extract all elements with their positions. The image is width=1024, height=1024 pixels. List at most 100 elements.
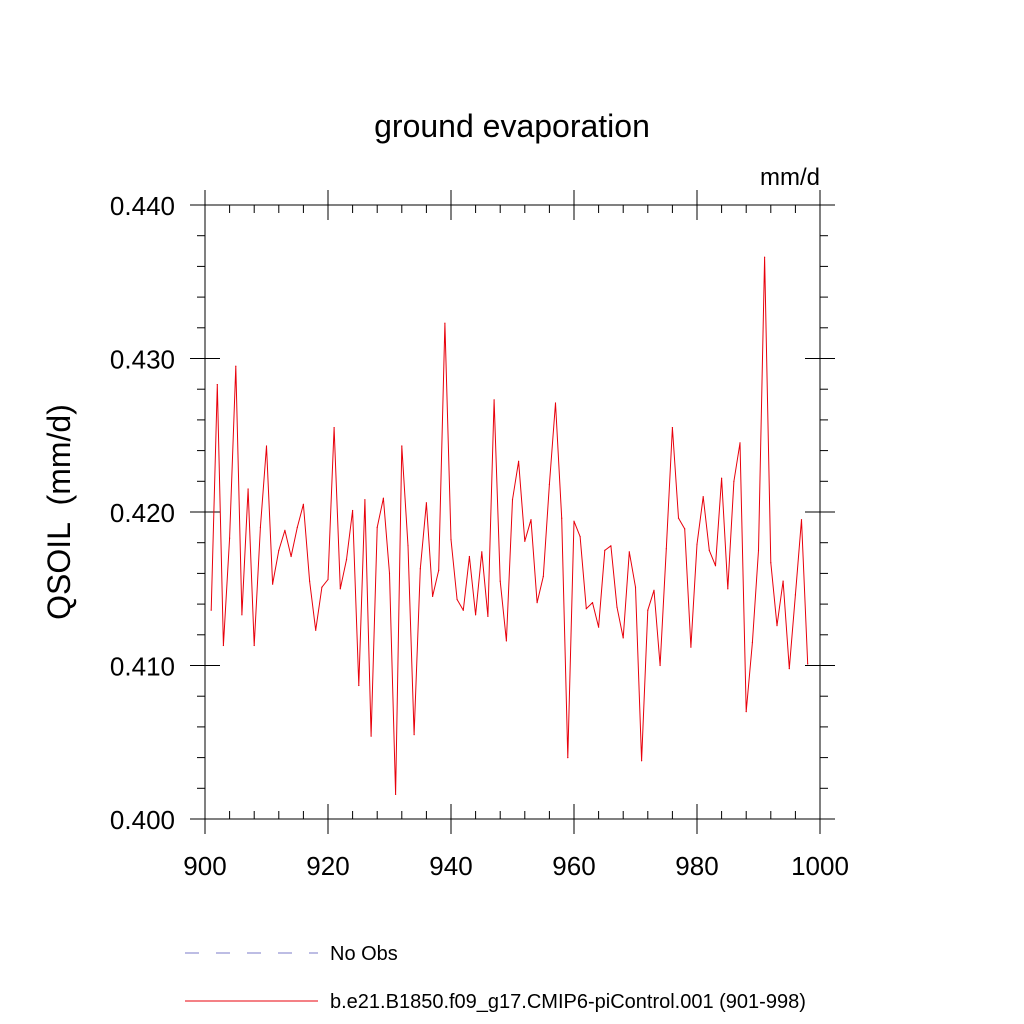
data-point (653, 589, 655, 591)
data-point (401, 445, 403, 447)
data-point (370, 735, 372, 737)
data-point (315, 629, 317, 631)
data-point (345, 559, 348, 561)
data-point (456, 598, 458, 601)
data-point (272, 583, 274, 585)
data-point (462, 609, 464, 611)
data-point (468, 555, 470, 558)
data-point (573, 520, 575, 522)
plot-area-border (204, 204, 821, 820)
data-point (776, 625, 778, 627)
data-point (505, 640, 507, 642)
data-point (487, 615, 489, 618)
y-tick-label: 0.420 (110, 498, 175, 528)
data-point (745, 711, 747, 713)
x-tick-label: 980 (675, 851, 718, 881)
data-point (499, 580, 501, 582)
y-tick-label: 0.400 (110, 805, 175, 835)
x-tick-label: 960 (552, 851, 595, 881)
legend-label-control-run: b.e21.B1850.f09_g17.CMIP6-piControl.001 … (330, 991, 806, 1013)
data-point (309, 580, 311, 582)
data-point (524, 540, 526, 542)
data-point (671, 427, 674, 429)
x-tick-label: 940 (429, 851, 472, 881)
data-point (641, 760, 643, 762)
data-point (757, 549, 760, 552)
data-point (610, 545, 612, 547)
data-point (210, 609, 212, 611)
data-point (542, 575, 544, 578)
data-point (764, 256, 766, 258)
data-point (794, 594, 797, 596)
data-point (413, 734, 415, 736)
data-point (259, 526, 261, 529)
legend: No Obs b.e21.B1850.f09_g17.CMIP6-piContr… (185, 943, 806, 1013)
data-point (358, 684, 360, 687)
data-point (634, 586, 637, 588)
data-point (604, 549, 606, 552)
data-point (327, 578, 329, 581)
data-point (708, 549, 710, 552)
data-point (548, 483, 551, 485)
data-point (395, 793, 397, 796)
data-point (721, 477, 723, 479)
units-label: mm/d (760, 164, 820, 191)
data-point (807, 663, 809, 665)
data-point (677, 517, 680, 519)
data-point (788, 668, 790, 670)
data-point (684, 528, 686, 530)
series-layer (210, 256, 809, 796)
data-point (518, 460, 520, 462)
y-tick-label: 0.440 (110, 191, 175, 221)
data-point (302, 503, 304, 505)
data-point (247, 488, 249, 490)
data-point (567, 757, 569, 759)
data-point (739, 442, 741, 444)
data-point (493, 399, 495, 401)
chart-title: ground evaporation (374, 108, 650, 144)
data-point (216, 384, 218, 386)
data-point (733, 480, 735, 482)
data-point (696, 543, 698, 545)
data-point (253, 644, 255, 647)
data-point (290, 555, 292, 558)
axis-tick-labels: 900 920 940 960 980 1000 0.400 0.410 0.420 0.430 0… (110, 191, 849, 881)
data-point (561, 517, 563, 519)
data-point (530, 519, 532, 521)
y-tick-label: 0.410 (110, 652, 175, 682)
y-axis-label: QSOIL (mm/d) (41, 404, 77, 620)
data-point (352, 509, 354, 512)
data-point (591, 602, 594, 604)
data-point (419, 568, 421, 570)
data-point (229, 537, 231, 539)
data-point (714, 565, 717, 567)
data-point (665, 548, 667, 550)
data-point (333, 427, 335, 429)
data-point (438, 569, 440, 571)
plot-frame (204, 204, 821, 820)
data-point (727, 588, 729, 590)
data-point (481, 551, 483, 553)
data-point (450, 539, 452, 541)
data-point (235, 365, 237, 367)
data-point (321, 586, 323, 588)
data-point (628, 551, 630, 553)
data-point (536, 602, 538, 604)
data-point (376, 526, 378, 529)
data-point (241, 614, 243, 616)
data-point (598, 626, 600, 628)
data-point (579, 536, 581, 538)
data-point (770, 562, 772, 564)
data-point (265, 445, 268, 447)
axis-ticks (190, 190, 835, 834)
data-point (622, 637, 624, 639)
data-point (296, 526, 298, 529)
data-point (382, 497, 384, 499)
data-point (284, 529, 286, 532)
data-point (800, 519, 803, 521)
data-point (388, 572, 391, 575)
data-point (782, 580, 784, 582)
x-tick-label: 1000 (791, 851, 849, 881)
data-point (751, 641, 754, 644)
